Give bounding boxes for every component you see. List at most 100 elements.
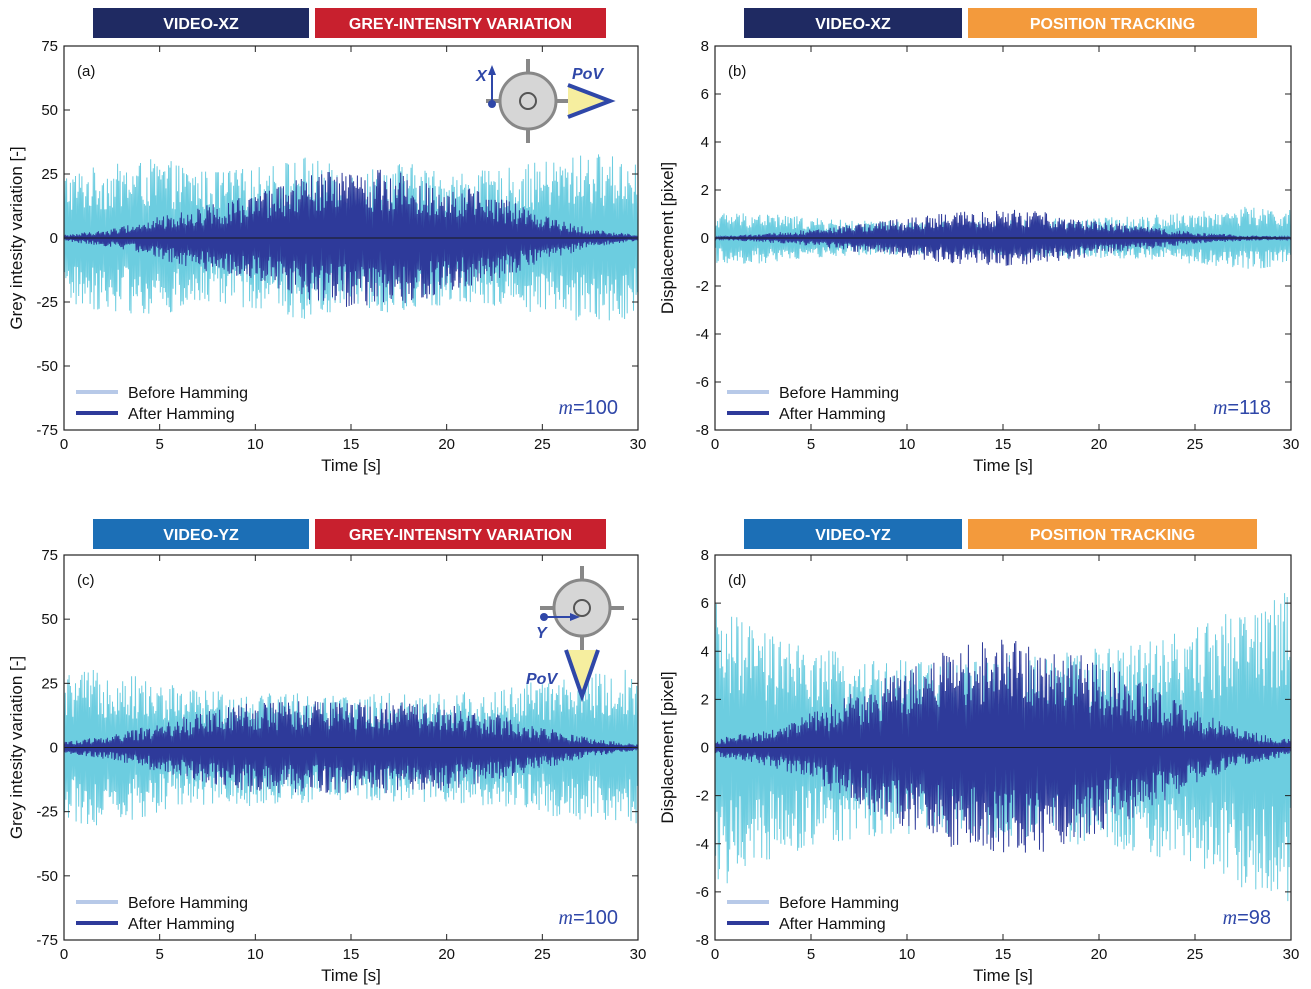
legend: Before Hamming After Hamming — [727, 385, 899, 423]
banner-label: GREY-INTENSITY VARIATION — [349, 16, 572, 33]
x-tick-label: 25 — [1187, 436, 1204, 453]
m-value: =100 — [573, 397, 618, 419]
x-tick-label: 5 — [807, 436, 815, 453]
x-tick-label: 30 — [630, 946, 647, 963]
m-symbol: m — [1213, 397, 1227, 419]
y-tick-label: 2 — [701, 691, 709, 708]
banner-label: VIDEO-YZ — [163, 527, 239, 544]
panel-label: (c) — [77, 572, 95, 589]
legend-label-before: Before Hamming — [128, 895, 248, 912]
x-axis-label: Time [s] — [321, 966, 381, 985]
x-tick-label: 25 — [534, 436, 551, 453]
series-line-after-hamming — [64, 169, 638, 307]
x-tick-label: 25 — [1187, 946, 1204, 963]
banner-d-1 — [968, 519, 1257, 549]
x-tick-label: 10 — [899, 946, 916, 963]
banner-label: VIDEO-YZ — [815, 527, 891, 544]
y-tick-label: -25 — [36, 804, 58, 821]
x-tick-label: 20 — [1091, 946, 1108, 963]
panel-label: (a) — [77, 63, 95, 80]
camera-body-icon — [552, 578, 612, 638]
camera-inset: X PoV — [475, 59, 616, 143]
m-annotation: m=100 — [558, 397, 618, 419]
lens-icon — [573, 599, 591, 617]
y-tick-label: 6 — [701, 595, 709, 612]
y-tick-label: -75 — [36, 932, 58, 949]
x-tick-label: 10 — [247, 946, 264, 963]
banner-a-0 — [93, 8, 309, 38]
m-symbol: m — [558, 397, 572, 419]
y-tick-label: 0 — [50, 230, 58, 247]
series-clip — [715, 206, 1291, 269]
y-axis-label: Grey intesity variation [-] — [7, 656, 26, 839]
x-tick-label: 20 — [1091, 436, 1108, 453]
pov-cone-outline-icon — [564, 649, 600, 703]
y-tick-label: 0 — [701, 230, 709, 247]
y-tick-label: 0 — [701, 740, 709, 757]
panel-label: (d) — [728, 572, 746, 589]
y-tick-label: -6 — [696, 374, 709, 391]
series-line-after-hamming — [715, 639, 1291, 853]
x-tick-label: 0 — [711, 436, 719, 453]
legend-label-after: After Hamming — [128, 916, 235, 933]
legend: Before Hamming After Hamming — [727, 895, 899, 933]
y-tick-label: -75 — [36, 422, 58, 439]
x-tick-label: 5 — [155, 946, 163, 963]
y-tick-label: 75 — [41, 38, 58, 55]
y-tick-label: -50 — [36, 358, 58, 375]
pov-cone-icon — [568, 650, 596, 694]
x-tick-label: 0 — [711, 946, 719, 963]
series-clip — [64, 154, 638, 321]
banner-label: VIDEO-XZ — [815, 16, 891, 33]
x-tick-label: 15 — [343, 946, 360, 963]
pov-cone-outline-icon — [567, 83, 616, 119]
legend: Before Hamming After Hamming — [76, 385, 248, 423]
lens-icon — [519, 92, 537, 110]
x-tick-label: 15 — [995, 946, 1012, 963]
banner-c-0 — [93, 519, 309, 549]
x-tick-label: 30 — [1283, 436, 1300, 453]
banner-a-1 — [315, 8, 606, 38]
x-axis-label: Time [s] — [973, 456, 1033, 475]
inset-axis-label: Y — [536, 625, 548, 642]
banner-b-0 — [744, 8, 962, 38]
series-clip — [64, 669, 638, 826]
y-tick-label: -25 — [36, 294, 58, 311]
legend-label-before: Before Hamming — [779, 895, 899, 912]
y-axis-label: Grey intesity variation [-] — [7, 146, 26, 329]
y-axis-label: Displacement [pixel] — [658, 162, 677, 314]
y-tick-label: 8 — [701, 38, 709, 55]
inset-axis-label: X — [475, 68, 488, 85]
x-tick-label: 30 — [1283, 946, 1300, 963]
y-tick-label: -6 — [696, 884, 709, 901]
x-axis-label: Time [s] — [321, 456, 381, 475]
m-symbol: m — [1223, 907, 1237, 929]
y-tick-label: -50 — [36, 868, 58, 885]
y-tick-label: 0 — [50, 740, 58, 757]
camera-body-icon — [498, 71, 558, 131]
m-annotation: m=98 — [1223, 907, 1271, 929]
y-tick-label: 75 — [41, 547, 58, 564]
banner-layer: VIDEO-XZ GREY-INTENSITY VARIATION VIDEO-XZ… — [93, 8, 1257, 549]
series-line-after-hamming — [715, 209, 1291, 266]
x-tick-label: 0 — [60, 436, 68, 453]
chart-panel-c: 0 5 10 15 20 25 30 -75 -50 -25 0 25 50 75 Time [s] Grey… — [7, 547, 646, 985]
y-tick-label: -2 — [696, 278, 709, 295]
legend-label-after: After Hamming — [128, 406, 235, 423]
y-tick-label: 25 — [41, 166, 58, 183]
x-tick-label: 20 — [438, 946, 455, 963]
x-tick-label: 25 — [534, 946, 551, 963]
x-axis-label: Time [s] — [973, 966, 1033, 985]
x-tick-label: 15 — [343, 436, 360, 453]
m-annotation: m=100 — [558, 907, 618, 929]
y-tick-label: 50 — [41, 611, 58, 628]
banner-label: POSITION TRACKING — [1030, 527, 1195, 544]
legend-label-before: Before Hamming — [128, 385, 248, 402]
inset-pov-label: PoV — [526, 671, 558, 688]
y-tick-label: -4 — [696, 326, 709, 343]
legend: Before Hamming After Hamming — [76, 895, 248, 933]
camera-inset: Y PoV — [526, 566, 624, 703]
y-tick-label: -8 — [696, 932, 709, 949]
panel-label: (b) — [728, 63, 746, 80]
x-tick-label: 5 — [807, 946, 815, 963]
